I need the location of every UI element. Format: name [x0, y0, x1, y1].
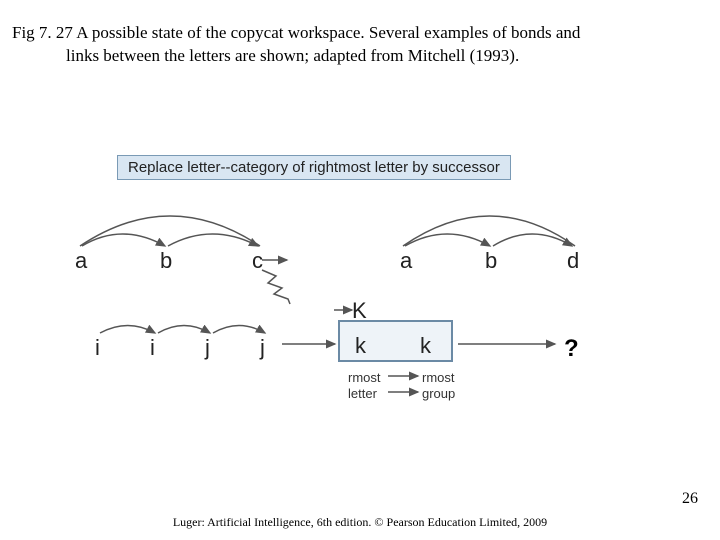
top-letter-3: a	[400, 248, 412, 274]
top-letter-5: d	[567, 248, 579, 274]
map-right-1: group	[422, 386, 455, 401]
question-mark: ?	[564, 335, 579, 363]
top-letter-4: b	[485, 248, 497, 274]
bottom-letter-0: i	[95, 335, 100, 361]
top-letter-2: c	[252, 248, 263, 274]
top-letter-1: b	[160, 248, 172, 274]
map-left-0: rmost	[348, 370, 381, 385]
kbox-letter-1: k	[420, 333, 431, 359]
map-right-0: rmost	[422, 370, 455, 385]
top-letter-0: a	[75, 248, 87, 274]
map-left-1: letter	[348, 386, 377, 401]
bottom-letter-2: j	[205, 335, 210, 361]
footer-credit: Luger: Artificial Intelligence, 6th edit…	[0, 515, 720, 530]
diagram-svg	[0, 0, 720, 540]
page-number: 26	[682, 490, 698, 508]
bottom-letter-1: i	[150, 335, 155, 361]
bottom-letter-3: j	[260, 335, 265, 361]
k-label: K	[352, 298, 367, 324]
kbox-letter-0: k	[355, 333, 366, 359]
